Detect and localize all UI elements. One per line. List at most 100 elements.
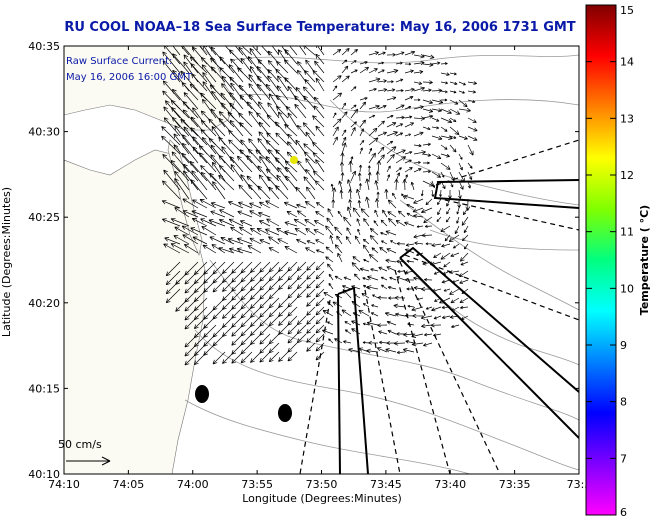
current-vector bbox=[448, 270, 460, 275]
current-vector bbox=[402, 179, 407, 191]
current-vector bbox=[368, 127, 378, 137]
current-vector bbox=[294, 95, 307, 110]
current-vector bbox=[370, 268, 379, 272]
current-vector bbox=[182, 198, 199, 209]
current-vector bbox=[440, 153, 450, 158]
current-vector bbox=[284, 160, 298, 173]
current-vector bbox=[322, 329, 334, 335]
current-vector bbox=[424, 224, 433, 228]
current-vector bbox=[247, 184, 262, 200]
current-vector bbox=[212, 351, 226, 365]
current-vector bbox=[467, 171, 473, 180]
current-vector bbox=[431, 88, 443, 93]
current-vector bbox=[170, 99, 190, 119]
chart-title: RU COOL NOAA–18 Sea Surface Temperature:… bbox=[64, 20, 576, 35]
current-vector bbox=[193, 351, 208, 366]
current-vector bbox=[403, 194, 415, 200]
current-vector bbox=[411, 306, 424, 312]
current-vector bbox=[304, 79, 316, 92]
current-vector bbox=[352, 207, 361, 218]
current-vector bbox=[413, 70, 424, 74]
current-vector bbox=[343, 276, 352, 281]
current-vector bbox=[413, 234, 424, 239]
current-vector bbox=[354, 235, 361, 245]
current-vector bbox=[315, 342, 325, 352]
current-vector bbox=[363, 218, 370, 227]
current-vector bbox=[367, 171, 372, 182]
current-vector bbox=[256, 83, 271, 101]
current-vector bbox=[416, 252, 424, 257]
current-vector bbox=[315, 333, 325, 343]
current-vector bbox=[452, 279, 460, 284]
current-vector bbox=[184, 315, 199, 330]
current-vector bbox=[306, 315, 316, 325]
current-vector bbox=[362, 284, 370, 290]
current-vector bbox=[334, 275, 343, 281]
current-vector bbox=[341, 111, 348, 119]
current-vector bbox=[357, 200, 361, 209]
current-vector bbox=[339, 161, 345, 173]
current-vector bbox=[238, 112, 253, 128]
current-vector bbox=[421, 233, 433, 238]
current-vector bbox=[387, 285, 397, 290]
current-vector bbox=[258, 121, 271, 137]
current-vector bbox=[208, 118, 226, 137]
current-vector bbox=[294, 227, 307, 236]
current-vector bbox=[302, 86, 316, 101]
current-vector bbox=[368, 104, 380, 110]
current-vector bbox=[420, 315, 433, 320]
scale-arrow bbox=[66, 456, 111, 466]
current-vector bbox=[250, 351, 262, 363]
current-vector bbox=[193, 315, 208, 330]
current-vector bbox=[248, 138, 262, 155]
current-vector bbox=[267, 75, 280, 92]
x-tick-label: 73:40 bbox=[434, 478, 466, 491]
x-tick-label: 73:55 bbox=[241, 478, 273, 491]
current-vector bbox=[202, 98, 217, 119]
current-vector bbox=[162, 60, 181, 83]
current-vector bbox=[388, 296, 397, 300]
current-vector bbox=[377, 61, 385, 65]
current-vector bbox=[330, 183, 334, 191]
current-vector bbox=[359, 96, 368, 101]
current-vector bbox=[191, 170, 208, 191]
current-vector bbox=[359, 60, 368, 65]
current-vector bbox=[337, 210, 343, 218]
current-vector bbox=[422, 62, 434, 67]
current-vector bbox=[305, 228, 316, 236]
current-vector bbox=[332, 92, 343, 101]
current-vector bbox=[440, 135, 453, 140]
current-vector bbox=[332, 301, 343, 308]
current-vector bbox=[161, 135, 181, 155]
current-vector bbox=[304, 219, 316, 227]
current-vector bbox=[404, 105, 412, 110]
current-vector bbox=[443, 288, 451, 292]
current-vector bbox=[341, 136, 347, 146]
current-vector bbox=[461, 234, 469, 242]
current-vector bbox=[303, 143, 316, 155]
current-vector bbox=[161, 199, 181, 209]
current-vector bbox=[449, 144, 457, 153]
current-vector bbox=[452, 243, 460, 249]
current-vector bbox=[422, 114, 434, 119]
current-vector bbox=[198, 145, 217, 164]
current-vector bbox=[248, 110, 262, 128]
current-vector bbox=[180, 118, 199, 137]
current-vector bbox=[353, 273, 361, 281]
current-vector bbox=[275, 105, 289, 119]
current-vector bbox=[433, 270, 442, 275]
current-vector bbox=[257, 185, 271, 200]
current-vector bbox=[440, 81, 449, 85]
current-vector bbox=[358, 183, 362, 191]
current-vector bbox=[395, 132, 404, 137]
current-vector bbox=[360, 208, 370, 218]
current-vector bbox=[327, 208, 334, 218]
current-vector bbox=[356, 188, 361, 200]
current-vector bbox=[190, 227, 208, 236]
current-vector bbox=[413, 214, 424, 219]
current-vector bbox=[380, 231, 388, 236]
current-vector bbox=[283, 59, 298, 74]
current-vector bbox=[284, 221, 298, 227]
current-vector bbox=[258, 211, 271, 218]
current-vector bbox=[369, 234, 379, 245]
